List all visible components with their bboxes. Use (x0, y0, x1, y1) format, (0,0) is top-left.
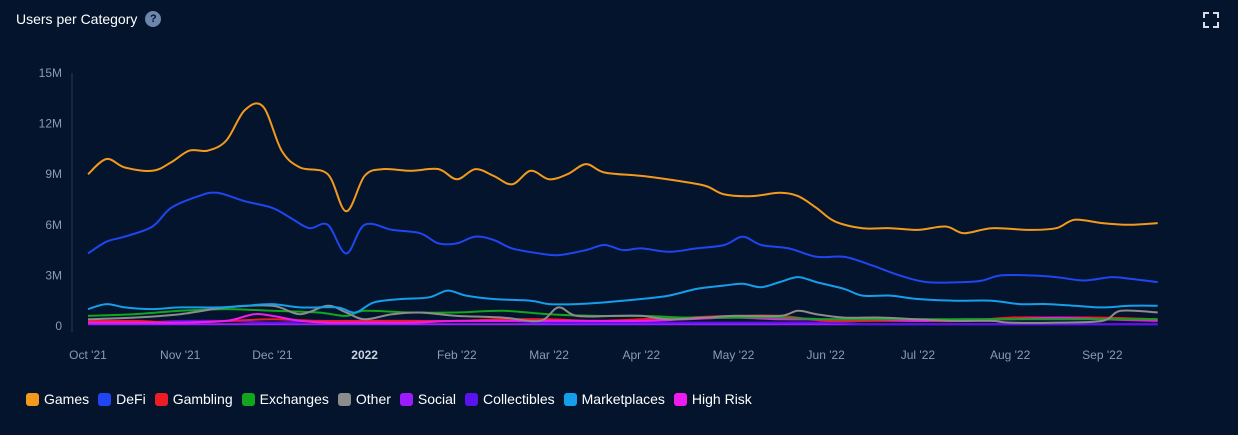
x-tick-label: Mar '22 (529, 348, 569, 362)
x-tick-label: Feb '22 (437, 348, 477, 362)
y-tick-label: 3M (45, 268, 62, 282)
legend-label: Social (417, 391, 457, 407)
x-tick-label: Dec '21 (252, 348, 293, 362)
legend-swatch (673, 392, 687, 406)
y-tick-label: 15M (39, 66, 62, 80)
legend-item-collectibles[interactable]: Collectibles (465, 391, 555, 407)
chart-series (87, 102, 1158, 326)
legend-item-defi[interactable]: DeFi (98, 391, 146, 407)
legend-item-social[interactable]: Social (399, 391, 457, 407)
legend-item-other[interactable]: Other (337, 391, 391, 407)
series-line-marketplaces[interactable] (87, 276, 1158, 314)
x-tick-label: 2022 (351, 348, 378, 362)
legend-label: Games (44, 391, 90, 407)
x-tick-label: May '22 (713, 348, 755, 362)
legend-swatch (26, 392, 39, 406)
chart-axes: 0 3M 6M 9M 12M 15M Oct '21 Nov '21 Dec '21 2022 Fe… (39, 66, 1123, 362)
legend-label: Other (355, 391, 391, 407)
y-tick-label: 9M (45, 167, 62, 181)
legend-label: High Risk (691, 391, 752, 407)
y-tick-label: 0 (55, 319, 62, 333)
legend-item-high-risk[interactable]: High Risk (673, 391, 752, 407)
y-tick-label: 12M (39, 117, 62, 131)
x-tick-label: Aug '22 (990, 348, 1031, 362)
legend-label: DeFi (116, 391, 146, 407)
legend: Games DeFi Gambling Exchanges Other Social Col… (26, 391, 761, 407)
chart-title: Users per Category (16, 11, 138, 27)
x-tick-label: Jul '22 (901, 348, 936, 362)
legend-swatch (563, 392, 577, 406)
legend-swatch (154, 392, 168, 406)
line-chart: 0 3M 6M 9M 12M 15M Oct '21 Nov '21 Dec '21 2022 Fe… (39, 66, 1158, 362)
series-line-collectibles[interactable] (87, 319, 1158, 326)
legend-item-marketplaces[interactable]: Marketplaces (563, 391, 665, 407)
legend-label: Exchanges (259, 391, 329, 407)
legend-label: Marketplaces (581, 391, 665, 407)
series-line-defi[interactable] (87, 191, 1158, 284)
legend-item-gambling[interactable]: Gambling (154, 391, 233, 407)
help-circle-icon[interactable]: ? (145, 11, 162, 27)
x-tick-label: Nov '21 (160, 348, 201, 362)
y-tick-label: 6M (45, 218, 62, 232)
legend-item-exchanges[interactable]: Exchanges (241, 391, 329, 407)
legend-label: Gambling (172, 391, 233, 407)
chart-header: Users per Category ? (16, 11, 162, 27)
legend-swatch (241, 392, 255, 406)
series-line-games[interactable] (87, 102, 1158, 235)
legend-item-games[interactable]: Games (26, 391, 89, 407)
legend-swatch (399, 392, 413, 406)
x-tick-label: Apr '22 (622, 348, 660, 362)
legend-swatch (337, 392, 351, 406)
x-tick-label: Jun '22 (807, 348, 846, 362)
x-tick-label: Sep '22 (1082, 348, 1123, 362)
legend-label: Collectibles (483, 391, 555, 407)
fullscreen-icon[interactable] (1202, 11, 1220, 29)
legend-swatch (465, 392, 479, 406)
x-tick-label: Oct '21 (69, 348, 107, 362)
legend-swatch (98, 392, 112, 406)
series-line-other[interactable] (87, 304, 1158, 324)
